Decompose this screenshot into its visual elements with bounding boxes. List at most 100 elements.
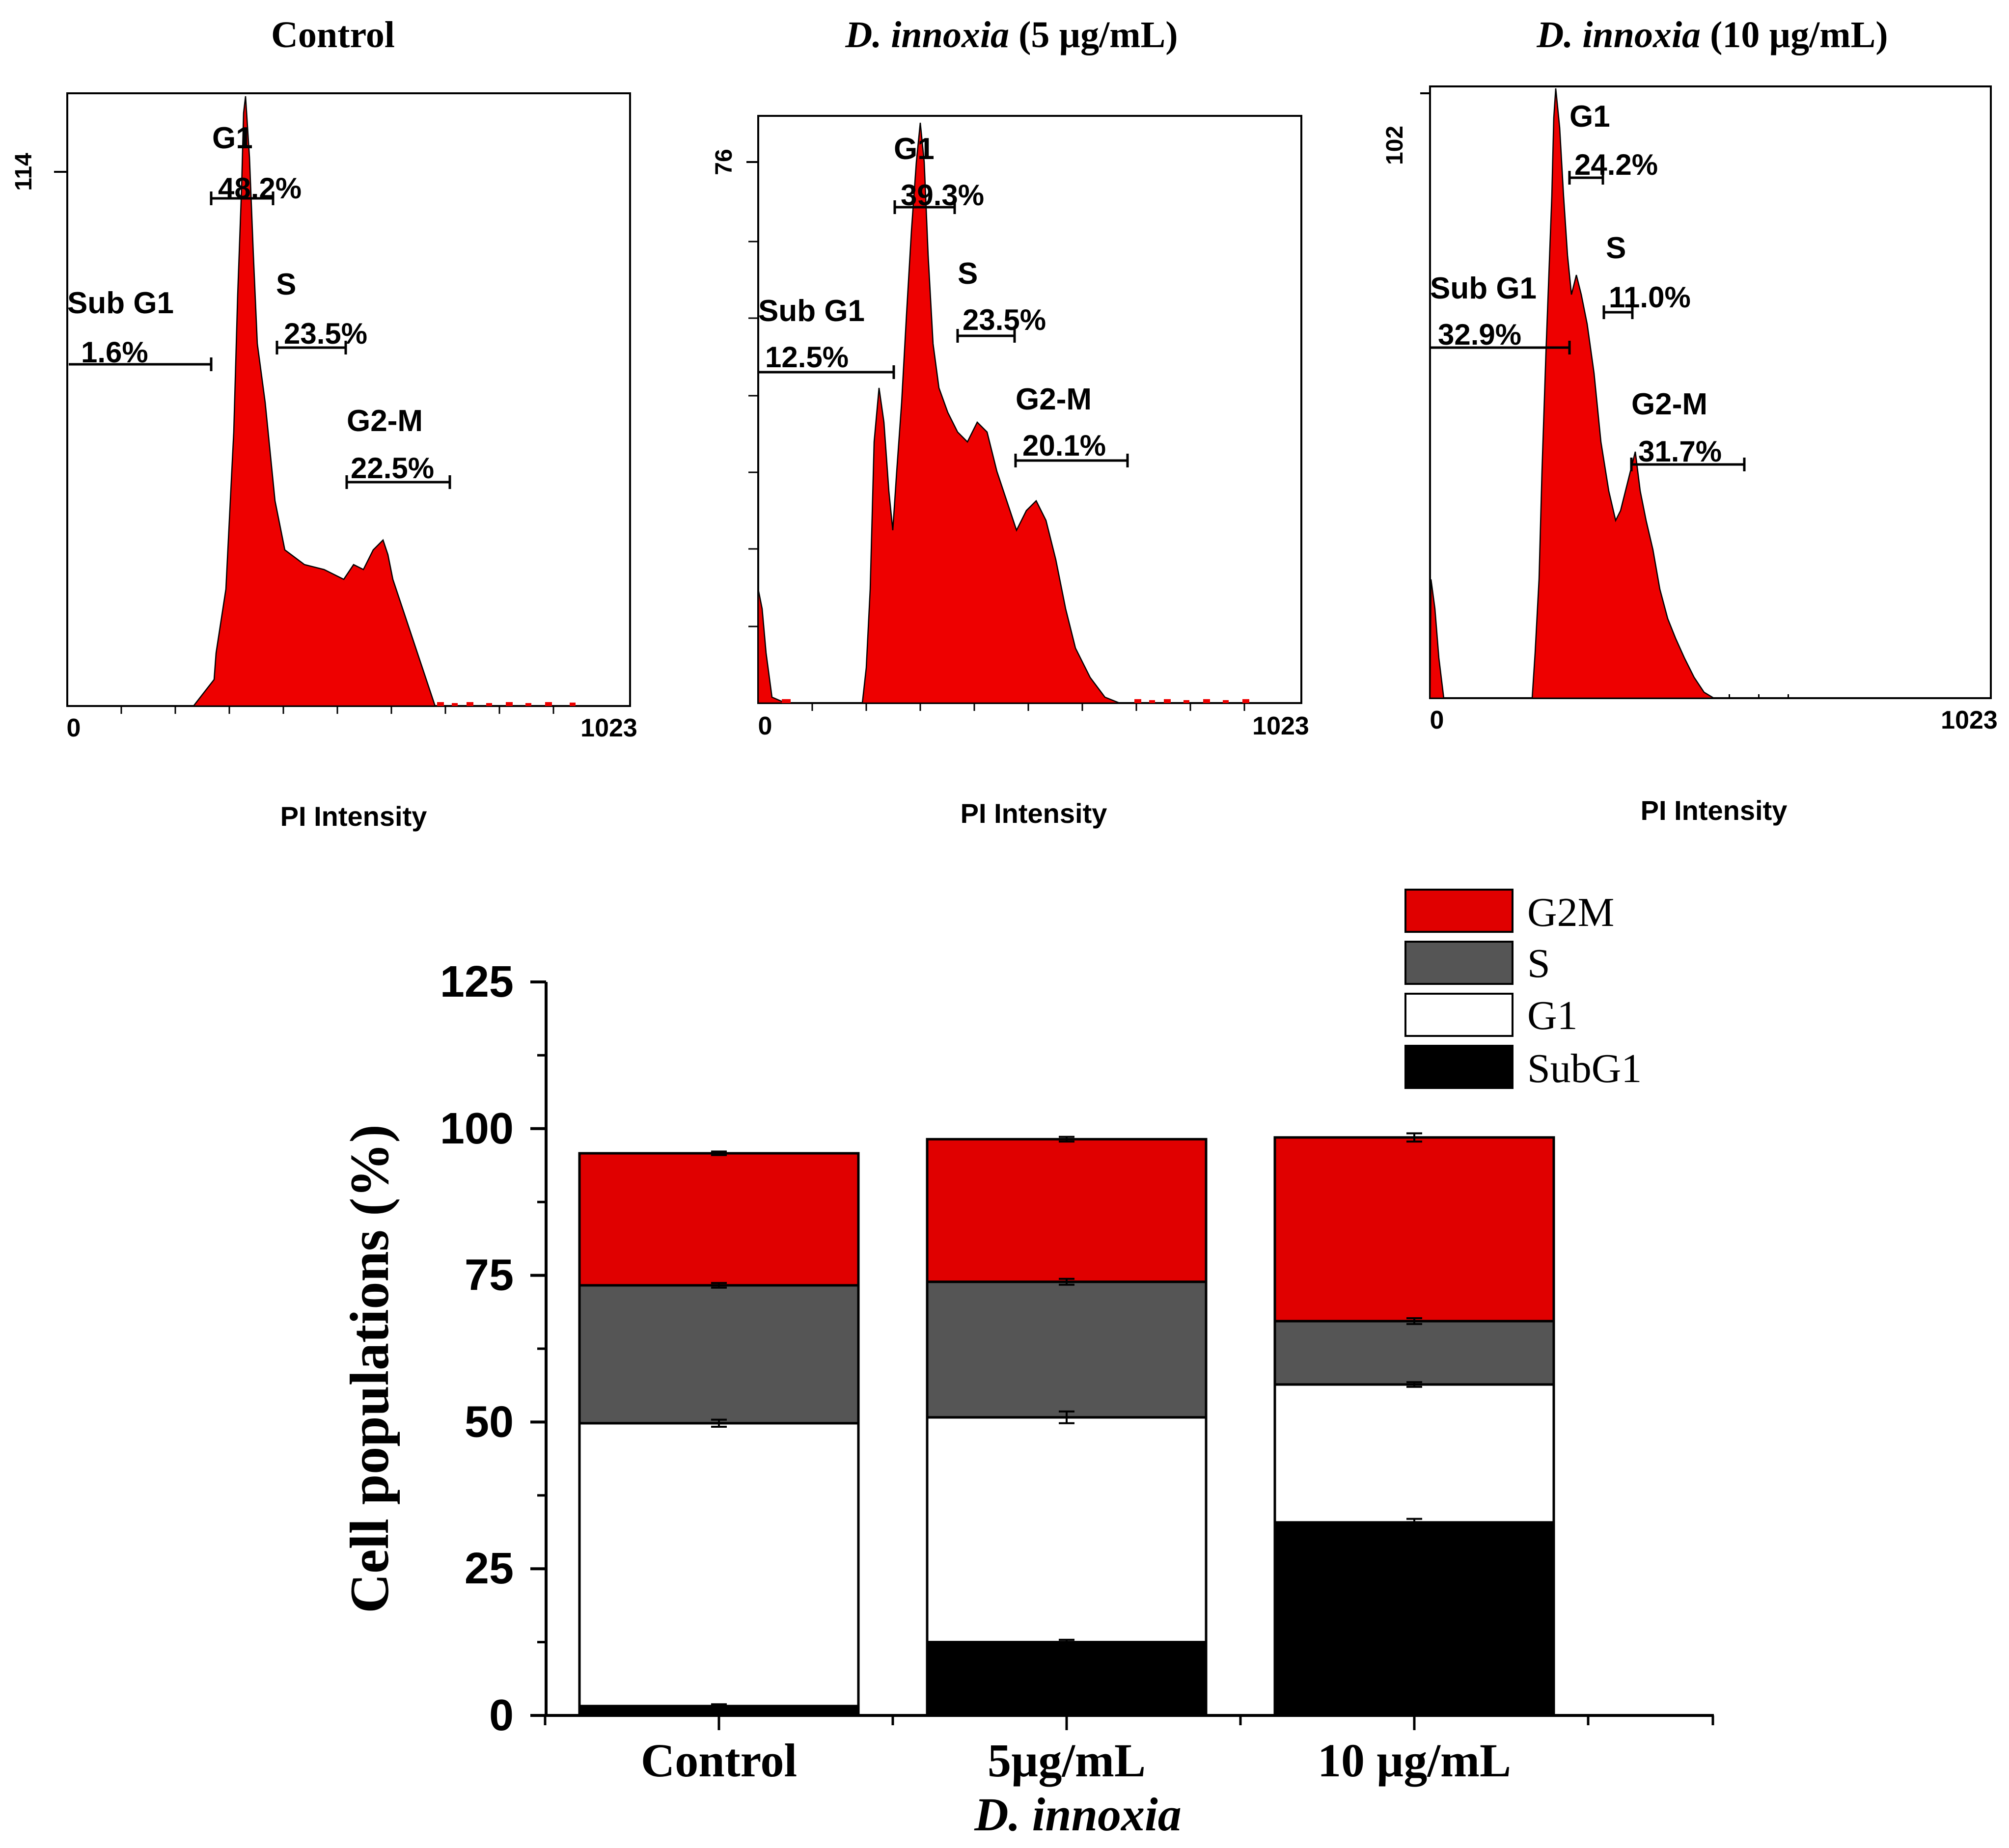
bar-segment-s (1273, 1320, 1555, 1386)
stacked-bar-chart: 0 25 50 75 100 125 Cell populations (%) Contr… (339, 889, 1714, 1841)
x-max-label: 1023 (580, 714, 637, 742)
gate-g1: G1 24.2% (1568, 100, 1658, 185)
gate-percent: 11.0% (1609, 281, 1691, 314)
gate-s: S 23.5% (275, 268, 367, 354)
gate-sub-g1: Sub G1 32.9% (1430, 272, 1571, 354)
legend-swatch-s (1404, 941, 1514, 985)
histogram-control: Control 114 0 1023 PI Intensity Sub G1 1… (11, 14, 637, 832)
bar-segment-g1 (578, 1422, 860, 1708)
category-label-10ug: 10 µg/mL (1318, 1734, 1511, 1787)
gate-percent: 31.7% (1638, 435, 1722, 468)
x-axis-label: PI Intensity (280, 801, 427, 832)
error-bar (711, 1150, 727, 1156)
bar-segment-g2m (1273, 1136, 1555, 1323)
x-axis-title: D. innoxia (974, 1788, 1181, 1841)
legend-swatch-subg1 (1404, 1045, 1514, 1089)
gate-percent: 12.5% (765, 341, 849, 374)
gate-percent: 23.5% (963, 303, 1046, 336)
gate-name: S (1606, 231, 1626, 265)
x-min-label: 0 (1430, 706, 1444, 734)
x-axis-label: PI Intensity (961, 798, 1107, 829)
legend-label-s: S (1527, 941, 1550, 986)
histogram-title: Control (271, 14, 395, 55)
y-tick-label: 75 (465, 1251, 514, 1300)
legend-label-subg1: SubG1 (1527, 1046, 1642, 1091)
gate-percent: 32.9% (1438, 318, 1521, 351)
y-max-label: 76 (711, 149, 737, 175)
histogram-title: D. innoxia (5 µg/mL) (845, 14, 1178, 55)
gate-percent: 20.1% (1022, 429, 1106, 462)
gate-name: Sub G1 (1430, 272, 1537, 305)
histogram-title: D. innoxia (10 µg/mL) (1536, 14, 1888, 55)
gate-percent: 22.5% (351, 452, 434, 485)
gate-name: S (958, 257, 978, 291)
gate-g1: G1 48.2% (210, 121, 302, 205)
error-bar (1406, 1132, 1422, 1143)
error-bar (711, 1418, 727, 1428)
error-bar (1059, 1638, 1074, 1646)
error-bar (1406, 1518, 1422, 1527)
legend-item-g2m: G2M (1404, 889, 1614, 935)
x-max-label: 1023 (1941, 706, 1998, 734)
bar-segment-s (578, 1284, 860, 1425)
x-min-label: 0 (758, 712, 772, 740)
gate-name: G2-M (1016, 382, 1092, 416)
legend-label-g2m: G2M (1527, 890, 1614, 935)
legend-item-g1: G1 (1404, 993, 1578, 1038)
bar-layer (578, 1136, 1555, 1717)
y-tick-layer: 0 25 50 75 100 125 (440, 957, 546, 1740)
y-minor-ticks (748, 241, 758, 627)
legend-swatch-g1 (1404, 993, 1514, 1037)
x-tick-layer (544, 1715, 1714, 1730)
bar-segment-subg1 (1273, 1521, 1555, 1717)
legend-swatch-g2m (1404, 889, 1514, 933)
gate-name: G2-M (1631, 387, 1707, 421)
gate-name: G1 (894, 132, 935, 166)
error-bar (1059, 1277, 1074, 1286)
gate-g2m: G2-M 22.5% (345, 404, 451, 489)
error-bar (1406, 1317, 1422, 1325)
x-axis-label: PI Intensity (1641, 795, 1788, 826)
histogram-5ug: D. innoxia (5 µg/mL) 76 0 1023 PI Intens… (711, 14, 1309, 829)
gate-g1: G1 39.3% (893, 132, 984, 214)
bar-segment-g1 (926, 1416, 1208, 1644)
gate-g2m: G2-M 20.1% (1014, 382, 1129, 467)
bar-segment-g1 (1273, 1383, 1555, 1524)
bar-segment-s (926, 1280, 1208, 1419)
y-tick-label: 50 (465, 1397, 514, 1446)
gate-percent: 24.2% (1574, 148, 1658, 181)
gate-g2m: G2-M 31.7% (1630, 387, 1746, 471)
gate-name: G2-M (347, 404, 423, 438)
x-min-label: 0 (67, 714, 81, 742)
gate-name: Sub G1 (67, 286, 174, 320)
y-tick-label: 100 (440, 1104, 514, 1153)
histogram-noise (1729, 694, 1789, 698)
x-minor-ticks (120, 706, 554, 714)
gate-percent: 48.2% (218, 172, 302, 205)
gate-name: G1 (1569, 100, 1610, 134)
gate-s: S 23.5% (956, 257, 1046, 343)
histogram-noise (782, 699, 1249, 703)
legend-item-subg1: SubG1 (1404, 1045, 1642, 1091)
x-minor-ticks (811, 703, 1245, 711)
bar-segment-g2m (578, 1152, 860, 1287)
y-max-label: 114 (11, 153, 37, 191)
histogram-frame (1429, 85, 1992, 699)
category-label-control: Control (641, 1734, 797, 1787)
error-bar (1059, 1410, 1074, 1424)
y-axis-title: Cell populations (%) (339, 1124, 400, 1613)
category-label-5ug: 5µg/mL (988, 1734, 1146, 1787)
y-tick-label: 0 (489, 1691, 514, 1740)
error-bar (711, 1703, 727, 1709)
error-bar (711, 1282, 727, 1289)
gate-name: Sub G1 (758, 294, 865, 328)
gate-name: S (276, 268, 296, 301)
y-max-label: 102 (1382, 126, 1408, 165)
gate-name: G1 (212, 121, 253, 155)
legend-label-g1: G1 (1527, 993, 1578, 1038)
gate-sub-g1: Sub G1 12.5% (758, 294, 895, 379)
histogram-area (1429, 88, 1716, 699)
legend-item-s: S (1404, 941, 1550, 986)
error-bar (1406, 1381, 1422, 1388)
